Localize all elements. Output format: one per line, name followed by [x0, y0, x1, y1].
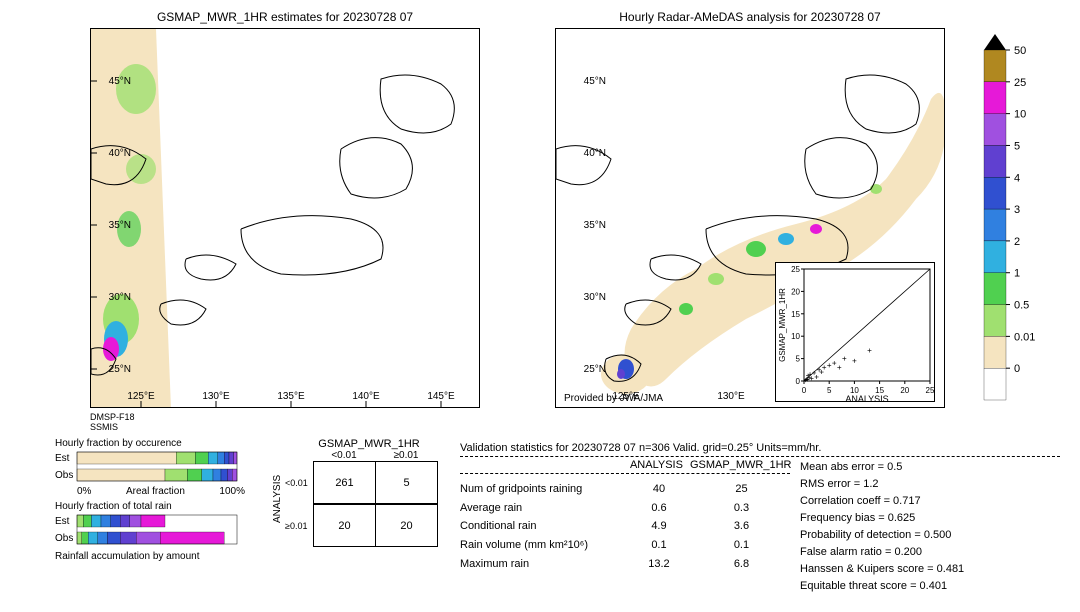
frac-xmax: 100%: [219, 486, 245, 497]
val-colh-0: ANALYSIS: [623, 459, 690, 471]
cont-col0: <0.01: [313, 450, 375, 461]
frac-xmin: 0%: [77, 486, 91, 497]
svg-text:Obs: Obs: [55, 470, 73, 481]
provided-by-label: Provided by JWA/JMA: [564, 393, 663, 404]
validation-header: Validation statistics for 20230728 07 n=…: [460, 442, 1060, 454]
svg-text:25: 25: [1014, 77, 1026, 89]
val-colh-1: GSMAP_MWR_1HR: [690, 459, 790, 471]
svg-text:ANALYSIS: ANALYSIS: [845, 394, 888, 402]
svg-text:5: 5: [827, 386, 832, 395]
validation-stat: Equitable threat score = 0.401: [800, 578, 1050, 595]
svg-text:3: 3: [1014, 204, 1020, 216]
svg-text:5: 5: [1014, 140, 1020, 152]
svg-text:20: 20: [791, 287, 800, 296]
svg-text:20: 20: [900, 386, 909, 395]
svg-text:130°E: 130°E: [202, 391, 230, 402]
svg-text:0: 0: [802, 386, 807, 395]
cont-cell-00: 261: [314, 462, 376, 504]
validation-stat: False alarm ratio = 0.200: [800, 544, 1050, 561]
svg-text:140°E: 140°E: [352, 391, 380, 402]
svg-text:130°E: 130°E: [717, 391, 745, 402]
left-map: 125°E 130°E 135°E 140°E 145°E 25°N 30°N 35°N 40…: [90, 28, 480, 408]
colorbar: 50 25 10 5 4 3 2 1 0.5 0.01 0: [978, 28, 1068, 408]
svg-text:125°E: 125°E: [127, 391, 155, 402]
fraction-occurrence-title: Hourly fraction by occurence: [55, 438, 245, 449]
svg-text:45°N: 45°N: [109, 76, 131, 87]
validation-stat: Correlation coeff = 0.717: [800, 493, 1050, 510]
validation-row: Rain volume (mm km²10⁶)0.10.1: [460, 536, 790, 555]
svg-text:1: 1: [1014, 268, 1020, 280]
svg-text:25: 25: [791, 265, 800, 274]
svg-text:40°N: 40°N: [584, 148, 606, 159]
divider: [460, 473, 790, 474]
left-map-footnote1: DMSP-F18: [90, 412, 135, 422]
left-map-title: GSMAP_MWR_1HR estimates for 20230728 07: [90, 10, 480, 24]
svg-text:35°N: 35°N: [584, 220, 606, 231]
svg-text:25: 25: [926, 386, 935, 395]
frac-xlabel: Areal fraction: [126, 486, 185, 497]
svg-text:0.5: 0.5: [1014, 300, 1029, 312]
left-map-footnote2: SSMIS: [90, 422, 118, 432]
svg-text:135°E: 135°E: [277, 391, 305, 402]
svg-text:0.01: 0.01: [1014, 331, 1035, 343]
cont-cell-10: 20: [314, 505, 376, 547]
svg-text:0: 0: [1014, 363, 1020, 375]
validation-row: Maximum rain13.26.8: [460, 555, 790, 574]
cont-row0: <0.01: [285, 478, 313, 488]
scatter-inset: 00551010151520202525ANALYSISGSMAP_MWR_1H…: [775, 262, 935, 402]
fraction-accum-title: Rainfall accumulation by amount: [55, 551, 245, 562]
svg-text:10: 10: [1014, 109, 1026, 121]
validation-stat: RMS error = 1.2: [800, 476, 1050, 493]
svg-text:2: 2: [1014, 236, 1020, 248]
svg-text:GSMAP_MWR_1HR: GSMAP_MWR_1HR: [778, 288, 787, 362]
svg-text:30°N: 30°N: [584, 292, 606, 303]
divider: [460, 456, 1060, 457]
svg-text:25°N: 25°N: [109, 364, 131, 375]
svg-text:30°N: 30°N: [109, 292, 131, 303]
validation-row: Num of gridpoints raining4025: [460, 480, 790, 499]
svg-text:Est: Est: [55, 516, 70, 527]
svg-text:4: 4: [1014, 172, 1020, 184]
validation-row: Average rain0.60.3: [460, 499, 790, 518]
svg-text:10: 10: [791, 332, 800, 341]
svg-text:25°N: 25°N: [584, 364, 606, 375]
validation-stat: Frequency bias = 0.625: [800, 510, 1050, 527]
validation-stat: Probability of detection = 0.500: [800, 527, 1050, 544]
svg-text:5: 5: [796, 355, 801, 364]
fraction-occurrence-chart: Est Obs: [55, 449, 250, 483]
svg-text:50: 50: [1014, 45, 1026, 57]
svg-text:Est: Est: [55, 453, 70, 464]
svg-text:15: 15: [791, 310, 800, 319]
validation-stat: Mean abs error = 0.5: [800, 459, 1050, 476]
cont-row1: ≥0.01: [285, 521, 313, 531]
validation-row: Conditional rain4.93.6: [460, 517, 790, 536]
svg-text:35°N: 35°N: [109, 220, 131, 231]
contingency-row-header: ANALYSIS: [270, 450, 285, 547]
contingency-col-header: GSMAP_MWR_1HR: [300, 438, 438, 450]
cont-cell-01: 5: [376, 462, 438, 504]
svg-text:0: 0: [796, 377, 801, 386]
validation-stat: Hanssen & Kuipers score = 0.481: [800, 561, 1050, 578]
svg-text:145°E: 145°E: [427, 391, 455, 402]
svg-text:40°N: 40°N: [109, 148, 131, 159]
right-map-title: Hourly Radar-AMeDAS analysis for 2023072…: [555, 10, 945, 24]
svg-text:45°N: 45°N: [584, 76, 606, 87]
svg-text:Obs: Obs: [55, 533, 73, 544]
fraction-total-title: Hourly fraction of total rain: [55, 501, 245, 512]
cont-col1: ≥0.01: [375, 450, 437, 461]
fraction-total-chart: Est Obs: [55, 512, 250, 546]
cont-cell-11: 20: [376, 505, 438, 547]
